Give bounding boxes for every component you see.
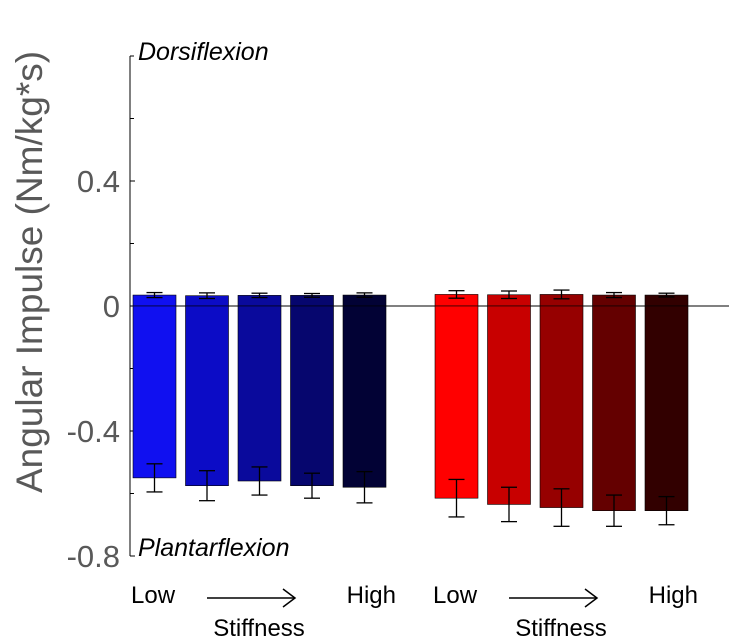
x-label-stiffness: Stiffness [515,615,607,642]
x-label-high: High [347,582,396,609]
y-axis-label: Angular Impulse (Nm/kg*s) [9,51,50,493]
bar-negative [132,305,177,479]
x-label-low: Low [433,582,478,609]
bar-negative [434,305,479,499]
y-tick-label: 0 [103,289,120,324]
y-tick-label: -0.4 [67,414,120,449]
bar-negative [290,305,334,486]
annotation-dorsiflexion: Dorsiflexion [138,38,269,66]
bar-negative [237,305,282,482]
y-tick-label: 0.4 [77,164,120,199]
x-label-stiffness: Stiffness [213,615,305,642]
arrow-head-icon [282,588,297,608]
bar-negative [487,305,531,505]
labels: 0.4 0 -0.4 -0.8 Angular Impulse (Nm/kg*s) Dor… [9,38,698,642]
arrow-head-icon [584,588,599,608]
bar-negative [592,305,636,511]
annotation-plantarflexion: Plantarflexion [138,534,289,562]
bar-negative [342,305,387,488]
bar-negative [644,305,689,511]
y-tick-label: -0.8 [67,539,120,574]
bars [132,289,689,527]
bar-negative [539,305,584,508]
x-label-high: High [649,582,698,609]
x-label-low: Low [131,582,176,609]
bar-negative [185,305,229,486]
